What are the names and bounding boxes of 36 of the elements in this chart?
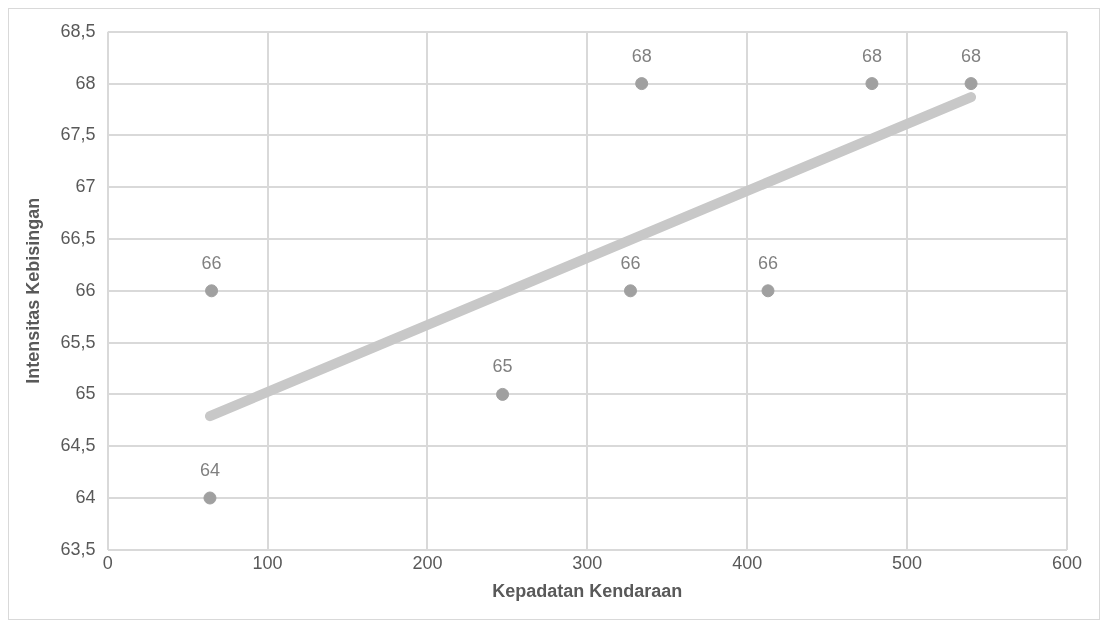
- x-tick-label: 500: [892, 552, 923, 573]
- x-tick-label: 0: [102, 552, 113, 573]
- data-label: 66: [757, 252, 779, 273]
- x-tick-label: 400: [732, 552, 763, 573]
- x-tick-label: 300: [572, 552, 603, 573]
- data-label: 68: [861, 45, 882, 66]
- point: [205, 284, 219, 298]
- point: [496, 387, 510, 401]
- data-label: 68: [631, 45, 652, 66]
- point: [761, 284, 775, 298]
- y-tick-label: 64,5: [60, 435, 96, 456]
- data-label: 64: [199, 459, 220, 480]
- y-tick-label: 66: [75, 279, 96, 300]
- y-tick-label: 68,5: [60, 20, 96, 41]
- y-tick-label: 66,5: [60, 227, 96, 248]
- data-label: 66: [620, 252, 641, 273]
- y-tick-label: 63,5: [60, 538, 96, 559]
- point: [203, 491, 217, 505]
- x-tick-label: 600: [1051, 552, 1083, 573]
- y-tick-label: 68: [75, 72, 96, 93]
- y-tick-label: 65,5: [60, 331, 96, 352]
- point: [865, 77, 879, 91]
- x-tick-label: 100: [252, 552, 283, 573]
- x-tick-label: 200: [412, 552, 443, 573]
- point: [964, 77, 978, 91]
- x-axis-title: Kepadatan Kendaraan: [492, 581, 683, 602]
- y-axis-title: Intensitas Kebisingan: [22, 197, 43, 384]
- y-tick-label: 64: [75, 486, 96, 507]
- data-label: 65: [492, 356, 513, 377]
- point: [635, 77, 649, 91]
- y-tick-label: 67: [75, 176, 96, 197]
- y-tick-label: 65: [75, 383, 96, 404]
- y-tick-label: 67,5: [60, 124, 96, 145]
- point: [623, 284, 637, 298]
- data-label: 66: [201, 252, 222, 273]
- data-label: 68: [961, 45, 982, 66]
